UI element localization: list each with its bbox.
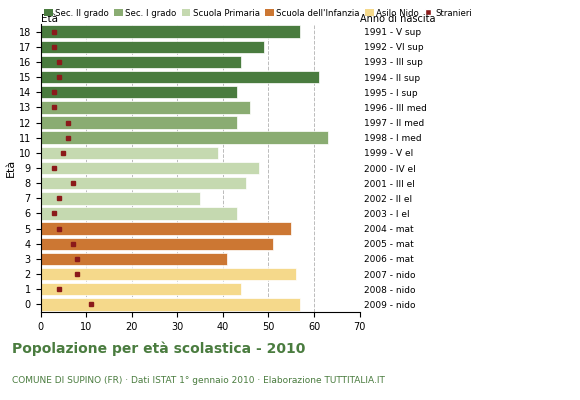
Bar — [41, 238, 273, 250]
Bar — [41, 192, 200, 204]
Bar — [41, 177, 246, 189]
Bar — [41, 132, 328, 144]
Bar — [41, 71, 318, 83]
Bar — [41, 253, 227, 265]
Bar — [41, 116, 237, 129]
Bar — [41, 25, 300, 38]
Bar — [41, 86, 237, 98]
Bar — [41, 222, 291, 235]
Text: Popolazione per età scolastica - 2010: Popolazione per età scolastica - 2010 — [12, 342, 305, 356]
Bar — [41, 56, 241, 68]
Bar — [41, 298, 300, 311]
Legend: Sec. II grado, Sec. I grado, Scuola Primaria, Scuola dell'Infanzia, Asilo Nido, : Sec. II grado, Sec. I grado, Scuola Prim… — [41, 5, 476, 21]
Bar — [41, 101, 250, 114]
Y-axis label: Età: Età — [6, 159, 16, 177]
Bar — [41, 40, 264, 53]
Bar — [41, 268, 296, 280]
Bar — [41, 162, 259, 174]
Bar — [41, 147, 218, 159]
Text: COMUNE DI SUPINO (FR) · Dati ISTAT 1° gennaio 2010 · Elaborazione TUTTITALIA.IT: COMUNE DI SUPINO (FR) · Dati ISTAT 1° ge… — [12, 376, 385, 385]
Bar — [41, 207, 237, 220]
Bar — [41, 283, 241, 296]
Text: Età: Età — [41, 14, 57, 24]
Text: Anno di nascita: Anno di nascita — [360, 14, 435, 24]
